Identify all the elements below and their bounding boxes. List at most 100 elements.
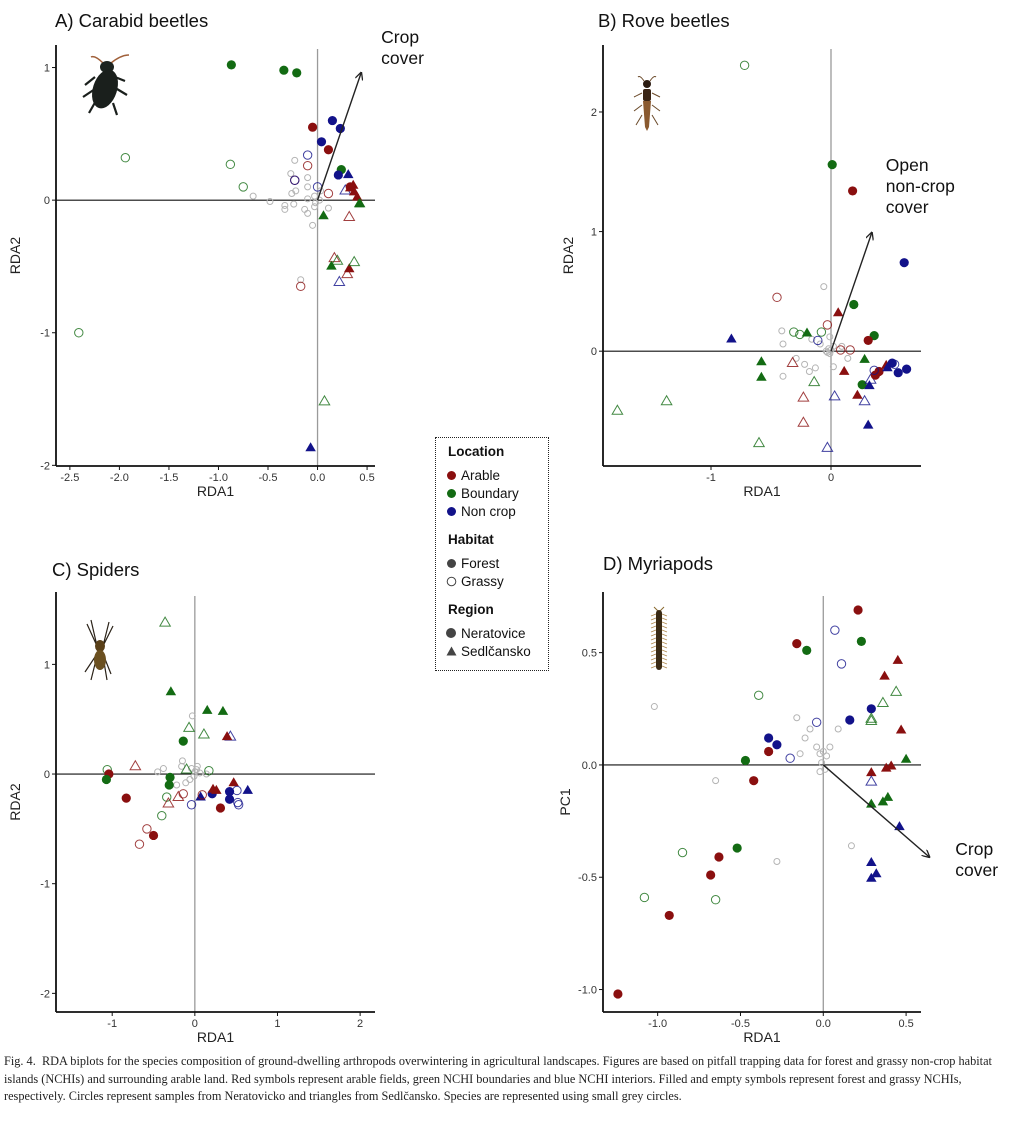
species-point <box>793 714 801 722</box>
sample-arable-forest-sedlcansko <box>221 731 233 741</box>
species-point <box>182 779 190 787</box>
sample-boundary-forest-sedlcansko <box>326 260 337 270</box>
species-point <box>311 203 319 211</box>
sample-boundary-forest-sedlcansko <box>801 327 813 337</box>
sample-boundary-grassy-neratovice <box>120 153 131 163</box>
x-axis-label: RDA1 <box>743 1029 781 1045</box>
sample-noncrop-forest-neratovice <box>333 170 343 180</box>
sample-arable-forest-sedlcansko <box>228 777 239 787</box>
arrow-label: cover <box>886 197 929 217</box>
x-tick-label: -0.5 <box>259 472 278 484</box>
sample-arable-grassy-sedlcansko <box>341 267 354 279</box>
filled-circle-icon <box>444 488 458 499</box>
y-tick-label: 0 <box>44 195 50 207</box>
sample-arable-forest-sedlcansko <box>866 767 877 777</box>
species-point <box>805 368 813 376</box>
sample-arable-grassy-neratovice <box>295 281 306 292</box>
y-tick-label: -2 <box>40 460 50 472</box>
sample-boundary-forest-sedlcansko <box>866 798 877 808</box>
sample-boundary-grassy-neratovice <box>204 766 214 776</box>
triangle-icon <box>444 646 458 656</box>
legend-habitat-title: Habitat <box>448 532 494 547</box>
sample-arable-grassy-sedlcansko <box>162 797 175 808</box>
x-tick-label: 0.0 <box>310 472 325 484</box>
sample-noncrop-forest-sedlcansko <box>864 380 875 390</box>
sample-arable-grassy-neratovice <box>772 292 782 303</box>
species-point <box>301 205 309 213</box>
legend-label: Non crop <box>461 503 516 519</box>
x-axis-label: RDA1 <box>743 483 781 499</box>
species-point <box>290 200 298 208</box>
sample-boundary-grassy-neratovice <box>789 327 799 337</box>
sample-boundary-grassy-neratovice <box>238 182 248 192</box>
sample-noncrop-grassy-neratovice <box>186 800 197 810</box>
legend-region-title: Region <box>448 602 494 617</box>
species-point <box>779 340 787 348</box>
sample-arable-grassy-neratovice <box>178 789 188 799</box>
y-axis-label: RDA2 <box>560 237 576 275</box>
species-point <box>297 276 305 284</box>
y-tick-label: 0 <box>591 346 597 358</box>
sample-boundary-grassy-sedlcansko <box>158 616 172 627</box>
centipede-icon <box>650 606 668 670</box>
y-tick-label: -0.5 <box>578 872 597 884</box>
sample-noncrop-forest-sedlcansko <box>866 857 877 867</box>
sample-boundary-forest-sedlcansko <box>900 753 912 763</box>
sample-arable-forest-neratovice <box>749 776 759 786</box>
sample-noncrop-grassy-neratovice <box>813 335 823 346</box>
sample-noncrop-forest-neratovice <box>772 740 782 750</box>
species-point <box>173 781 181 789</box>
sample-noncrop-forest-neratovice <box>764 733 774 743</box>
species-point <box>819 747 827 755</box>
panel-4: D) Myriapods -1.0 -0.5 0.0 0.5 -1.0 -0.5 0.0 0.5… <box>557 553 998 1045</box>
species-point <box>823 752 831 760</box>
sample-boundary-grassy-neratovice <box>157 811 167 821</box>
rove-beetle-icon <box>633 76 661 131</box>
species-point <box>823 348 831 356</box>
legend-label: Neratovice <box>461 625 526 641</box>
species-point <box>311 192 319 200</box>
species-point <box>779 372 787 380</box>
sample-boundary-grassy-sedlcansko <box>660 394 673 406</box>
environmental-vector-arrow <box>830 233 872 352</box>
species-point <box>324 204 332 212</box>
species-point <box>801 734 809 742</box>
sample-arable-forest-neratovice <box>613 989 623 999</box>
species-point <box>826 743 834 751</box>
species-point <box>844 354 852 362</box>
species-point <box>650 703 658 711</box>
legend-item-noncrop: Non crop <box>444 502 548 520</box>
sample-noncrop-forest-sedlcansko <box>305 442 316 452</box>
species-point <box>190 772 198 780</box>
sample-boundary-forest-sedlcansko <box>165 686 177 696</box>
sample-arable-grassy-sedlcansko <box>797 416 810 427</box>
sample-arable-grassy-neratovice <box>302 160 313 171</box>
sample-boundary-grassy-neratovice <box>816 327 827 337</box>
sample-boundary-forest-neratovice <box>279 65 289 75</box>
sample-boundary-grassy-neratovice <box>739 60 750 71</box>
legend-label: Boundary <box>461 485 519 501</box>
x-axis-label: RDA1 <box>197 1029 235 1045</box>
sample-noncrop-grassy-sedlcansko <box>865 775 878 786</box>
species-point <box>816 340 824 348</box>
sample-boundary-grassy-neratovice <box>74 328 84 338</box>
sample-noncrop-forest-neratovice <box>866 704 876 714</box>
sample-noncrop-forest-sedlcansko <box>862 419 874 429</box>
sample-boundary-grassy-sedlcansko <box>331 254 344 265</box>
filled-circle-icon <box>444 558 458 569</box>
sample-boundary-grassy-sedlcansko <box>348 255 361 267</box>
panel-3: C) Spiders -1 0 1 2 -2 -1 0 1 RDA1 RDA2 <box>7 559 375 1045</box>
y-tick-label: -1 <box>40 879 50 891</box>
sample-noncrop-grassy-neratovice <box>233 800 244 810</box>
sample-boundary-forest-neratovice <box>827 160 837 170</box>
sample-arable-grassy-sedlcansko <box>797 391 810 402</box>
y-tick-label: 0.5 <box>582 648 597 660</box>
rda-biplots: A) Carabid beetles -2.5 -2.0 -1.5 -1.0 -0.5 0.… <box>7 10 998 1045</box>
sample-noncrop-forest-neratovice <box>887 358 897 368</box>
sample-noncrop-forest-sedlcansko <box>894 821 905 831</box>
legend-location-title: Location <box>448 444 505 459</box>
y-tick-label: 1 <box>44 659 50 671</box>
species-point <box>191 768 199 776</box>
species-point <box>778 327 786 335</box>
environmental-vector-arrow <box>316 73 362 201</box>
